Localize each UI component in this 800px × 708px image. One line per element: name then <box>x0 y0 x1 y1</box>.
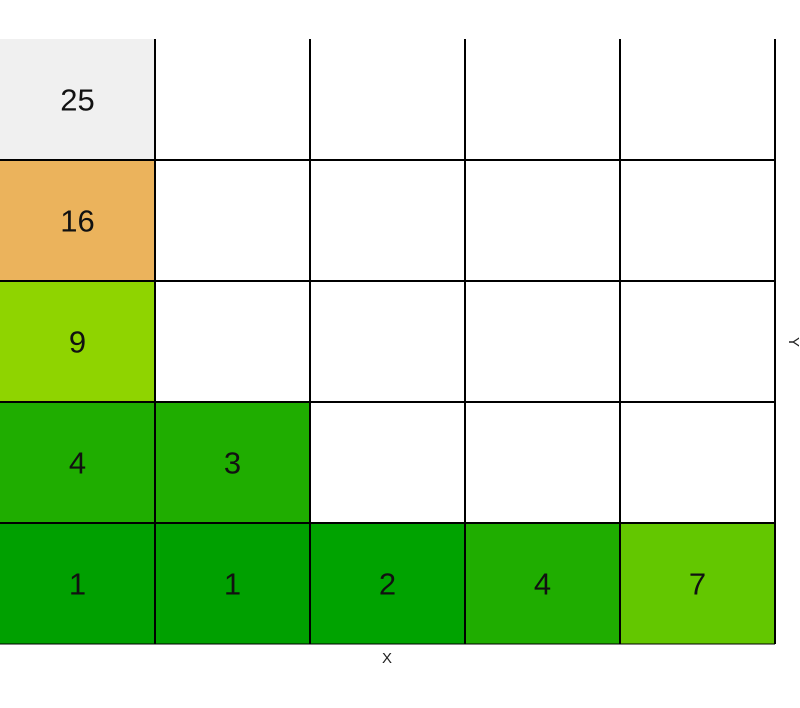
heatmap-cell-r4-c1 <box>0 160 155 281</box>
cell-value-label: 9 <box>69 325 86 360</box>
cell-value-label: 7 <box>689 567 706 602</box>
heatmap-cell-r1-c3 <box>310 523 465 644</box>
cell-value-label: 1 <box>224 567 241 602</box>
heatmap-value-labels: 1 1 2 4 7 4 3 9 16 25 <box>60 83 706 602</box>
heatmap-cell-r1-c1 <box>0 523 155 644</box>
cell-value-label: 1 <box>69 567 86 602</box>
heatmap-cell-r1-c5 <box>620 523 775 644</box>
heatmap-cells <box>0 39 775 644</box>
cell-value-label: 25 <box>60 83 94 118</box>
cell-value-label: 16 <box>60 204 94 239</box>
heatmap-cell-r5-c1 <box>0 39 155 160</box>
y-axis-label: Y <box>785 337 800 347</box>
cell-value-label: 4 <box>69 446 86 481</box>
cell-value-label: 4 <box>534 567 551 602</box>
heatmap-cell-r1-c4 <box>465 523 620 644</box>
x-axis-label: X <box>382 650 392 667</box>
heatmap-grid <box>0 39 776 645</box>
heatmap-cell-r2-c2 <box>155 402 310 523</box>
heatmap-cell-r2-c1 <box>0 402 155 523</box>
cell-value-label: 2 <box>379 567 396 602</box>
cell-value-label: 3 <box>224 446 241 481</box>
heatmap-cell-r1-c2 <box>155 523 310 644</box>
heatmap-cell-r3-c1 <box>0 281 155 402</box>
